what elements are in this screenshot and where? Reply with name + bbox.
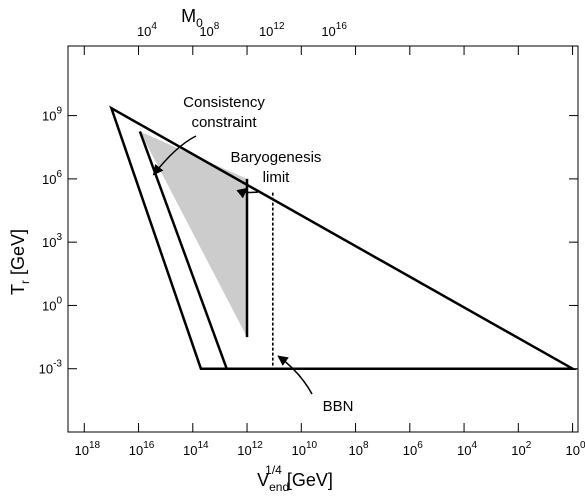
x-tick-label-base: 10: [129, 443, 143, 458]
consistency-annotation-text: constraint: [191, 114, 257, 131]
y-tick-label-exponent: 9: [56, 106, 62, 117]
x-tick-label-exponent: 8: [363, 440, 369, 451]
plot-frame: [67, 45, 579, 433]
x-tick-label-exponent: 14: [197, 440, 209, 451]
top-axis-title-main: M: [181, 6, 196, 26]
annotation-layer: Consistency constraint Baryogenesis limit BB…: [152, 94, 354, 415]
consistency-annotation-text: Consistency: [183, 94, 265, 111]
y-axis-title-sub: r: [18, 280, 32, 284]
top-tick-label-base: 10: [321, 24, 335, 39]
top-tick-label: 104: [137, 21, 157, 39]
x-tick-label: 1018: [74, 440, 100, 458]
top-axis-title-sub: 0: [196, 16, 203, 30]
x-tick-label: 1014: [183, 440, 209, 458]
y-tick-label: 100: [42, 295, 62, 313]
x-tick-label-exponent: 16: [143, 440, 155, 451]
x-tick-label: 104: [457, 440, 477, 458]
top-tick-label: 108: [199, 21, 219, 39]
axes-layer: 1018 1016 1014 1012 1010 108 106 104 102 10010910…: [39, 21, 585, 458]
y-tick-label-exponent: 3: [56, 232, 62, 243]
x-tick-label-exponent: 6: [417, 440, 423, 451]
x-axis-title-sup: 1/4: [265, 463, 282, 477]
x-tick-label: 102: [511, 440, 531, 458]
y-tick-label: 10-3: [39, 359, 63, 377]
x-tick-label-exponent: 12: [252, 440, 264, 451]
x-axis-title: Vend 1/4 [GeV]: [257, 463, 333, 494]
x-tick-label-exponent: 4: [472, 440, 478, 451]
y-tick-label-exponent: 0: [56, 295, 62, 306]
top-tick-label-exponent: 8: [214, 21, 220, 32]
x-tick-label-exponent: 2: [526, 440, 532, 451]
y-tick-label-exponent: -3: [53, 359, 62, 370]
x-tick-label-base: 10: [183, 443, 197, 458]
x-tick-label-exponent: 18: [89, 440, 101, 451]
top-axis-title: M0: [181, 6, 203, 30]
x-tick-label-base: 10: [457, 443, 471, 458]
x-axis-title-unit: [GeV]: [287, 470, 333, 490]
top-tick-label: 1012: [259, 21, 285, 39]
x-tick-label: 106: [403, 440, 423, 458]
x-tick-label-base: 10: [403, 443, 417, 458]
bbn-annotation-arrow: [277, 355, 313, 395]
top-tick-label-exponent: 4: [151, 21, 157, 32]
bbn-annotation-text: BBN: [323, 398, 354, 415]
top-tick-label-base: 10: [137, 24, 151, 39]
x-tick-label: 108: [349, 440, 369, 458]
x-tick-label-base: 10: [237, 443, 251, 458]
top-tick-label: 1016: [321, 21, 347, 39]
consistency-annotation-arrow: [152, 135, 197, 176]
baryogenesis-annotation-arrow: [236, 187, 259, 199]
outer-allowed-region: [109, 105, 578, 370]
baryogenesis-annotation-text: Baryogenesis: [231, 149, 322, 166]
x-tick-label-base: 10: [566, 443, 580, 458]
x-tick-label: 1012: [237, 440, 263, 458]
y-tick-label-base: 10: [39, 362, 53, 377]
x-axis-title-main: V: [257, 470, 269, 490]
y-axis-title-main: T: [8, 284, 28, 295]
top-tick-label-exponent: 16: [336, 21, 348, 32]
x-tick-label: 1016: [129, 440, 155, 458]
x-tick-label: 100: [566, 440, 585, 458]
y-tick-label: 109: [42, 106, 62, 124]
x-tick-label-exponent: 10: [306, 440, 318, 451]
x-tick-label-exponent: 0: [580, 440, 585, 451]
x-tick-label-base: 10: [511, 443, 525, 458]
y-axis-title-unit-text: [GeV]: [8, 229, 28, 275]
shaded-allowed-region: [139, 131, 247, 338]
y-tick-label-base: 10: [42, 109, 56, 124]
x-axis-title-sub: end: [269, 480, 289, 494]
x-tick-label-base: 10: [349, 443, 363, 458]
y-tick-label: 103: [42, 232, 62, 250]
y-tick-label: 106: [42, 169, 62, 187]
x-tick-label: 1010: [292, 440, 318, 458]
baryogenesis-annotation-text: limit: [263, 169, 290, 186]
x-tick-label-base: 10: [292, 443, 306, 458]
top-tick-label-exponent: 12: [273, 21, 285, 32]
top-tick-label-base: 10: [259, 24, 273, 39]
y-tick-label-exponent: 6: [56, 169, 62, 180]
top-tick-label-base: 10: [199, 24, 213, 39]
y-axis-title: Tr [GeV]: [8, 229, 32, 295]
y-tick-label-base: 10: [42, 235, 56, 250]
y-tick-label-base: 10: [42, 298, 56, 313]
x-tick-label-base: 10: [74, 443, 88, 458]
y-tick-label-base: 10: [42, 172, 56, 187]
